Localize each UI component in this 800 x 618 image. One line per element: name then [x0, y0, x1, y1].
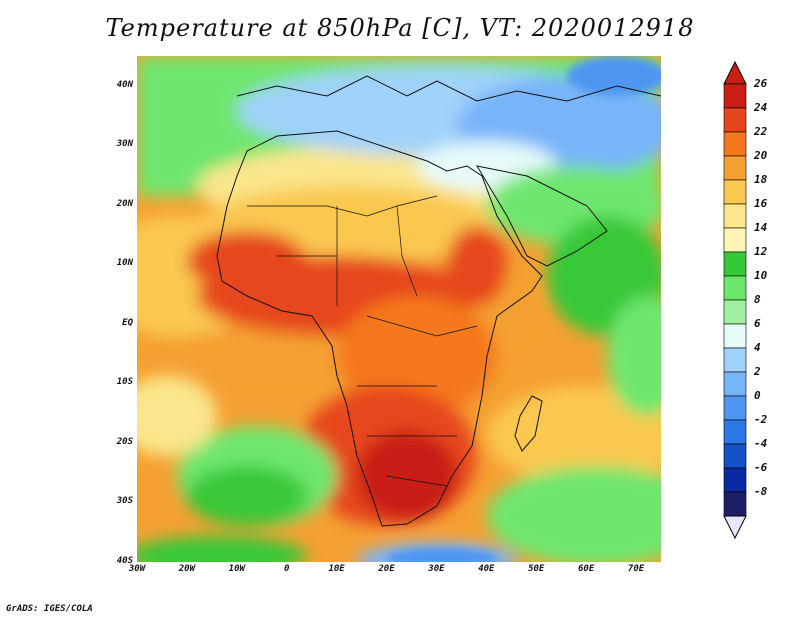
- colorbar-segment: [723, 275, 747, 301]
- arabia-coastline: [475, 165, 608, 267]
- lon-tick-label: 20W: [178, 564, 196, 574]
- colorbar-segment: [723, 467, 747, 493]
- colorbar-tick-label: 24: [754, 101, 768, 114]
- colorbar-segment: [723, 395, 747, 421]
- colorbar-tick-label: 26: [754, 77, 768, 90]
- lon-tick-label: 30W: [128, 564, 146, 574]
- colorbar-segment: [723, 227, 747, 253]
- lat-tick-label: EQ: [122, 317, 133, 328]
- lon-tick-label: 50E: [528, 564, 545, 574]
- lat-tick-label: 10S: [116, 377, 133, 388]
- madagascar-outline: [514, 395, 543, 452]
- colorbar-segment: [723, 155, 747, 181]
- africa-coastline: [216, 130, 543, 527]
- colorbar-tick-label: 20: [754, 149, 768, 162]
- colorbar-tick-label: 10: [754, 269, 768, 282]
- lon-tick-label: 10W: [228, 564, 245, 574]
- lon-tick-label: 70E: [627, 564, 645, 574]
- temperature-map: [137, 56, 661, 562]
- colorbar-tick-label: 6: [754, 317, 761, 330]
- lon-tick-label: 20E: [378, 564, 395, 574]
- colorbar-segment: [723, 251, 747, 277]
- colorbar-tick-label: 16: [754, 197, 768, 210]
- colorbar-tick-label: 18: [754, 173, 768, 186]
- europe-coastline: [236, 75, 661, 102]
- chart-title: Temperature at 850hPa [C], VT: 202001291…: [105, 14, 695, 42]
- colorbar-segment: [723, 203, 747, 229]
- lat-tick-label: 30S: [116, 496, 133, 507]
- lat-tick-label: 40N: [116, 79, 133, 90]
- lon-tick-label: 60E: [578, 564, 595, 574]
- colorbar-tick-label: 8: [754, 293, 761, 306]
- colorbar-segment: [723, 179, 747, 205]
- colorbar-segment: [723, 131, 747, 157]
- colorbar-tick-label: 12: [754, 245, 768, 258]
- colorbar-tick-label: 0: [754, 389, 761, 402]
- colorbar-segment: [723, 323, 747, 349]
- credit-text: GrADS: IGES/COLA: [6, 604, 93, 614]
- colorbar-tick-label: 14: [754, 221, 768, 234]
- lat-tick-label: 40S: [116, 556, 133, 566]
- colorbar-tick-label: -4: [754, 437, 768, 450]
- colorbar-tick-label: -6: [754, 461, 768, 474]
- colorbar-segment: [723, 347, 747, 373]
- colorbar-segment: [723, 491, 747, 517]
- colorbar-tick-label: 2: [754, 365, 761, 378]
- colorbar-tick-label: 22: [754, 125, 768, 138]
- lat-tick-label: 20N: [116, 198, 133, 209]
- lon-tick-label: 10E: [328, 564, 345, 574]
- lat-tick-label: 20S: [116, 436, 133, 447]
- colorbar-top-arrow: [723, 60, 747, 85]
- country-borders: [247, 195, 478, 487]
- colorbar-segment: [723, 83, 747, 109]
- colorbar-segment: [723, 371, 747, 397]
- colorbar-tick-label: 4: [754, 341, 761, 354]
- lat-tick-label: 30N: [116, 139, 133, 150]
- colorbar: [723, 60, 747, 540]
- temperature-field: [137, 56, 661, 562]
- lon-tick-label: 30E: [428, 564, 445, 574]
- colorbar-bottom-arrow: [723, 515, 747, 540]
- lon-tick-label: 40E: [478, 564, 495, 574]
- colorbar-segment: [723, 299, 747, 325]
- colorbar-segment: [723, 419, 747, 445]
- lat-tick-label: 10N: [116, 258, 133, 269]
- colorbar-segment: [723, 443, 747, 469]
- colorbar-tick-label: -8: [754, 485, 768, 498]
- colorbar-tick-label: -2: [754, 413, 768, 426]
- lon-tick-label: 0: [283, 564, 290, 574]
- colorbar-segment: [723, 107, 747, 133]
